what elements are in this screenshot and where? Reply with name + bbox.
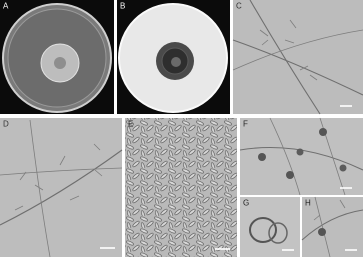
panel-label: F [243,120,248,129]
panel-label: H [305,199,311,208]
panel-b: B [117,0,230,114]
panel-f: F [239,117,363,196]
panel-a: A [0,0,114,114]
panel-label: B [120,2,125,11]
panel-e: E [125,118,237,257]
panel-c: C [232,0,363,115]
panel-d: D [0,118,123,257]
panel-g: G [240,197,300,257]
panel-label: A [3,2,9,11]
panel-label: E [128,120,133,129]
panel-label: G [243,199,249,208]
panel-h: H [301,196,363,257]
panel-label: C [236,2,242,11]
panel-label: D [3,120,9,129]
